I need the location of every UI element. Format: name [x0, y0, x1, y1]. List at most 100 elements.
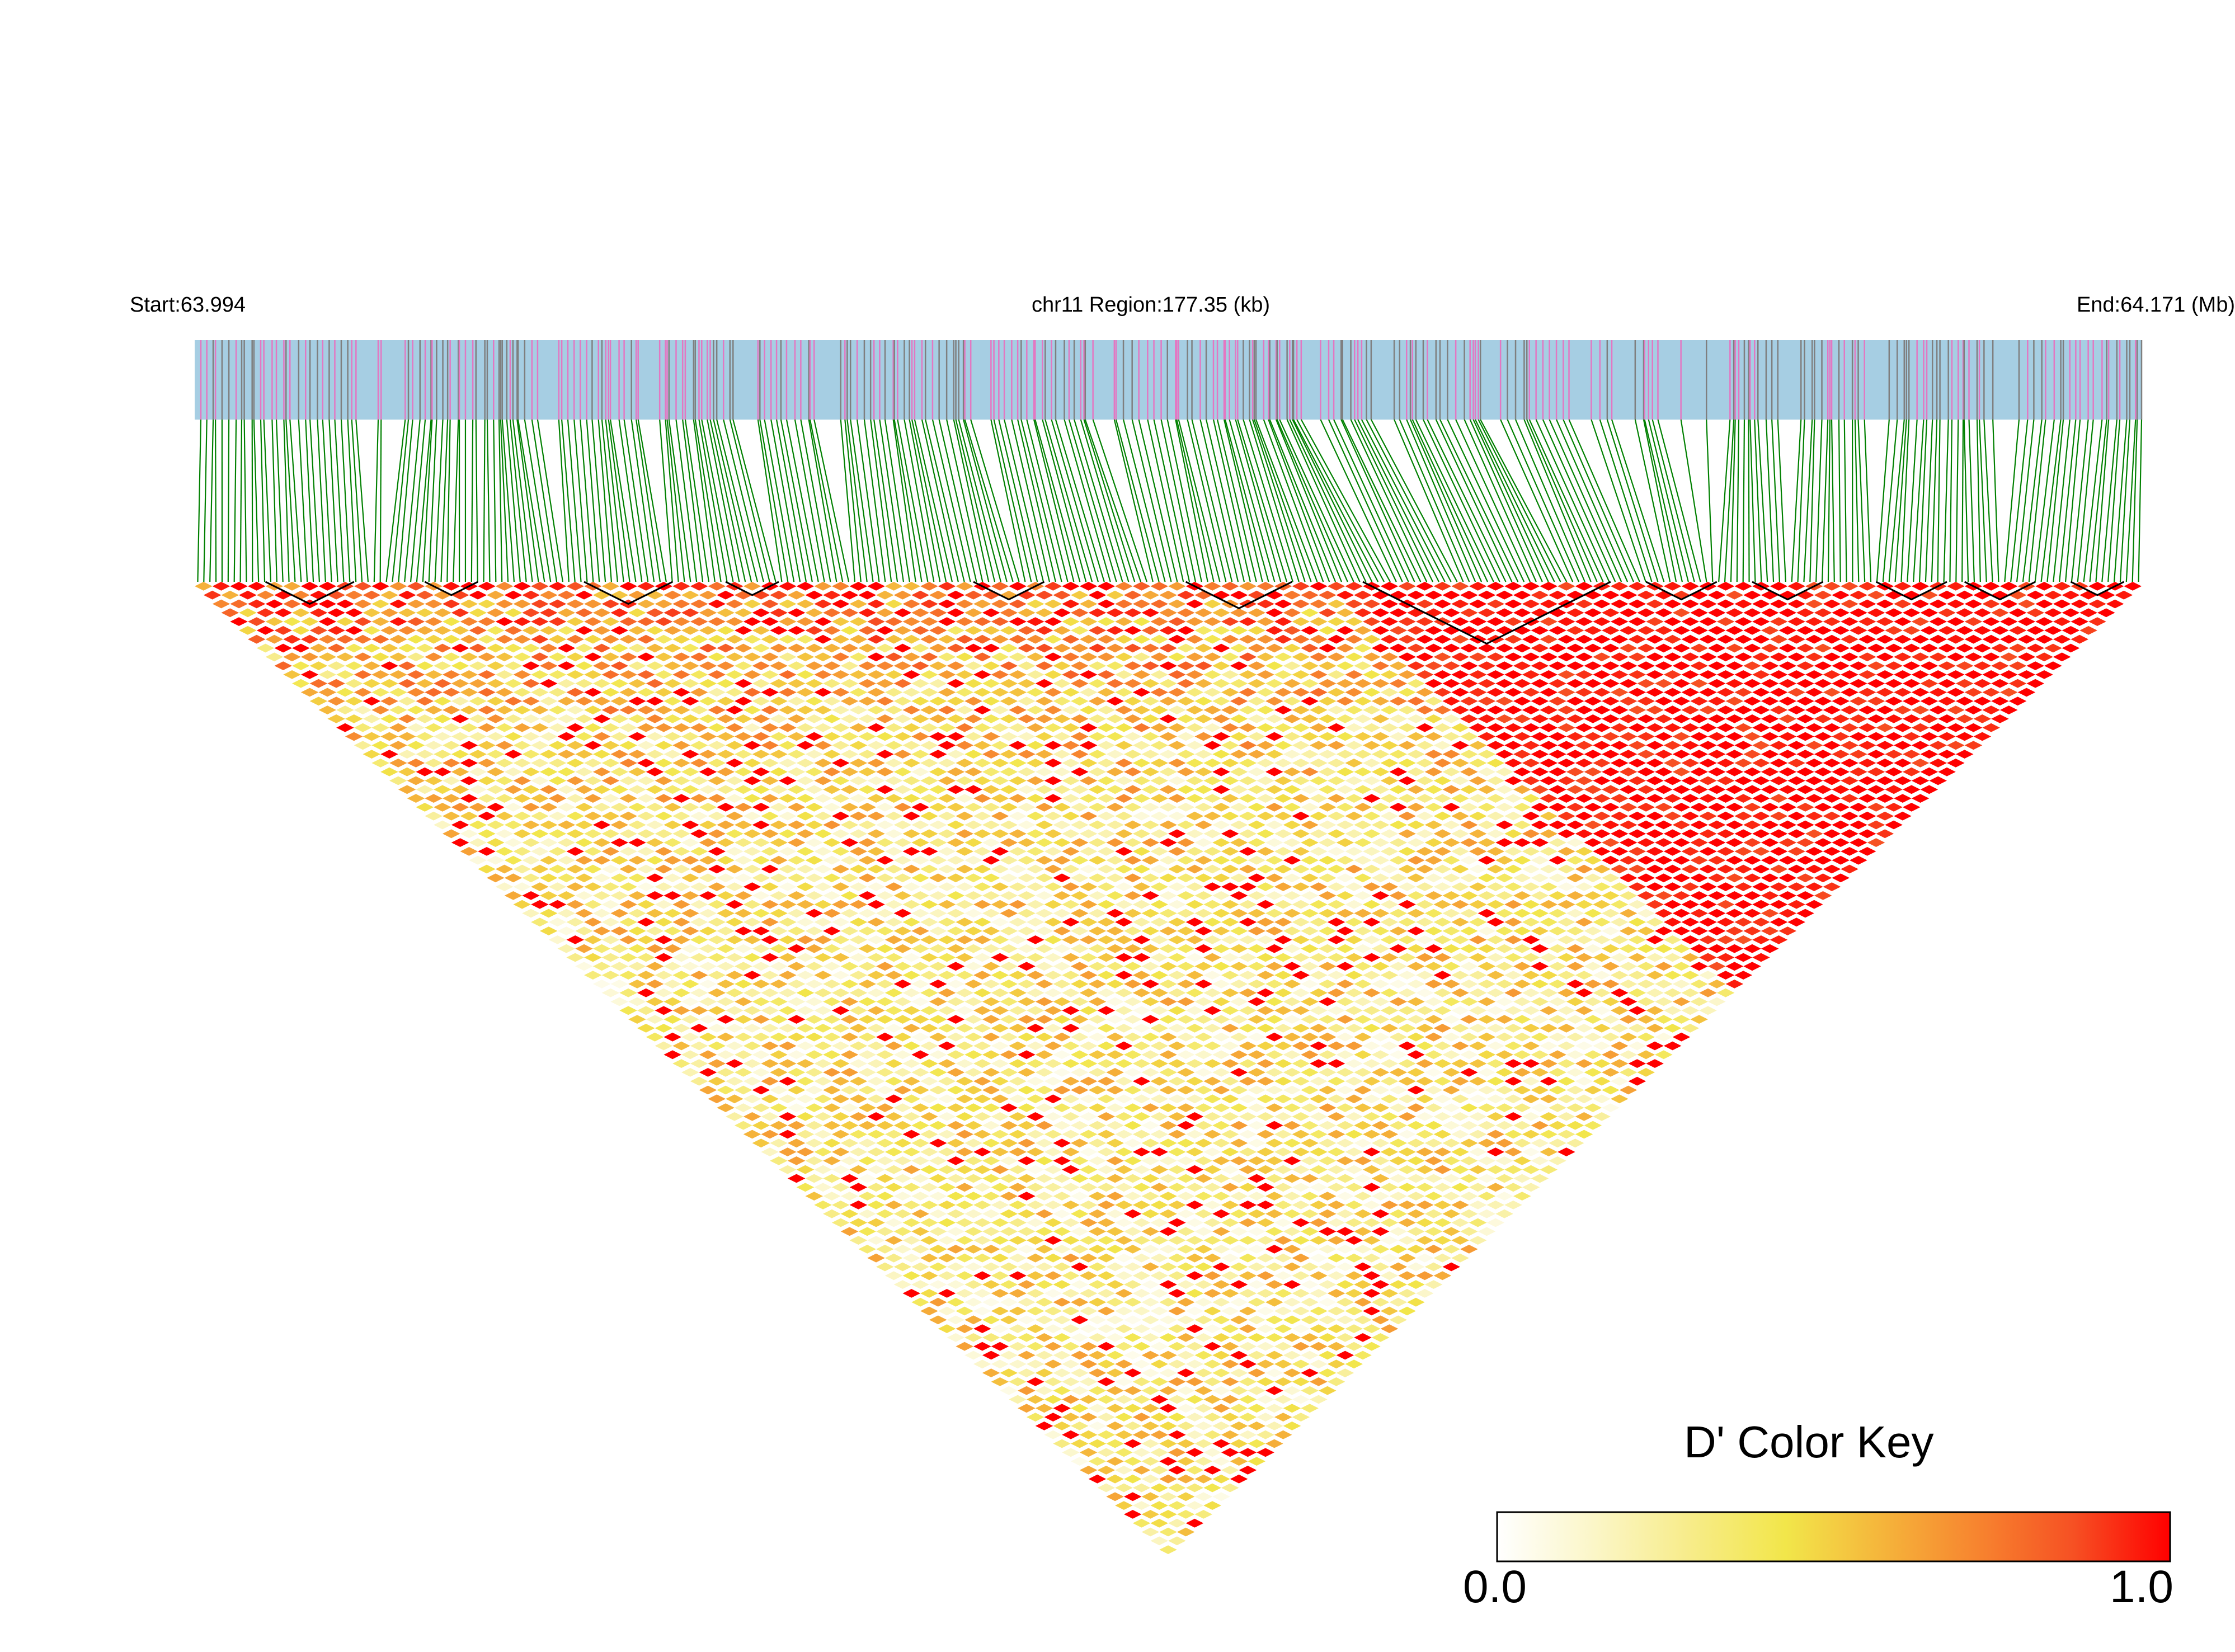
- ld-cell: [876, 891, 894, 900]
- ld-cell: [1203, 776, 1221, 785]
- ld-cell: [805, 679, 824, 688]
- ld-cell: [1478, 1103, 1496, 1112]
- ld-cell: [752, 1103, 770, 1112]
- ld-cell: [1088, 1474, 1107, 1484]
- ld-cell: [1106, 1156, 1124, 1165]
- ld-cell: [699, 608, 717, 618]
- ld-cell: [938, 988, 956, 997]
- ld-cell: [398, 626, 416, 635]
- snp-connector: [2010, 419, 2029, 582]
- ld-cell: [1522, 1129, 1540, 1139]
- snp-connector: [800, 419, 831, 582]
- ld-cell: [982, 962, 1000, 971]
- ld-cell: [956, 741, 973, 750]
- ld-cell: [398, 643, 416, 653]
- ld-cell: [1194, 1510, 1213, 1519]
- ld-cell: [929, 803, 947, 812]
- ld-cell: [1194, 1209, 1213, 1218]
- ld-cell: [1044, 1183, 1062, 1192]
- ld-cell: [504, 714, 523, 723]
- ld-cell: [1177, 732, 1195, 741]
- ld-cell: [628, 714, 646, 723]
- ld-cell: [619, 759, 637, 768]
- snp-connector: [1803, 419, 1813, 582]
- ld-cell: [717, 962, 735, 971]
- snp-connector: [1216, 419, 1257, 582]
- ld-cell: [681, 767, 699, 776]
- ld-cell: [1123, 714, 1142, 723]
- ld-cell: [1009, 688, 1027, 697]
- ld-cell: [947, 732, 965, 741]
- ld-cell: [425, 811, 443, 821]
- snp-connector: [1411, 419, 1488, 582]
- ld-cell: [1062, 1236, 1080, 1245]
- ld-cell: [1141, 1245, 1160, 1254]
- ld-cell: [416, 608, 434, 618]
- ld-cell: [1088, 750, 1107, 759]
- ld-cell: [265, 617, 284, 626]
- ld-cell: [1062, 1324, 1080, 1333]
- ld-cell: [690, 599, 708, 609]
- ld-cell: [1106, 714, 1124, 723]
- ld-cell: [1345, 1059, 1363, 1068]
- ld-cell: [1088, 1422, 1107, 1430]
- ld-cell: [1053, 980, 1071, 989]
- ld-cell: [1239, 847, 1257, 856]
- ld-cell: [1053, 1032, 1071, 1042]
- ld-cell: [956, 900, 973, 909]
- ld-cell: [548, 794, 567, 803]
- ld-cell: [1257, 1271, 1274, 1281]
- ld-cell: [761, 617, 779, 626]
- ld-cell: [478, 705, 496, 714]
- ld-cell: [717, 714, 735, 723]
- snp-connector: [1831, 419, 1835, 582]
- ld-cell: [1097, 1201, 1116, 1209]
- ld-cell: [911, 767, 929, 776]
- ld-cell: [1168, 1129, 1186, 1139]
- ld-cell: [619, 741, 637, 750]
- ld-cell: [690, 617, 708, 626]
- snp-connector: [665, 419, 679, 582]
- ld-cell: [619, 617, 637, 626]
- ld-cell: [1327, 1324, 1345, 1333]
- ld-cell: [1097, 935, 1116, 944]
- ld-cell: [1150, 847, 1168, 856]
- ld-cell: [1274, 847, 1292, 856]
- ld-cell: [911, 1050, 929, 1060]
- snp-connector: [764, 419, 795, 582]
- ld-cell: [699, 590, 717, 600]
- ld-cell: [1310, 1253, 1328, 1263]
- ld-cell: [575, 838, 593, 847]
- ld-cell: [469, 785, 487, 794]
- ld-cell: [973, 1006, 991, 1015]
- ld-cell: [1354, 909, 1372, 918]
- ld-cell: [1106, 962, 1124, 971]
- ld-cell: [1177, 679, 1195, 688]
- ld-cell: [363, 696, 381, 706]
- ld-cell: [1495, 997, 1513, 1006]
- snp-connector: [707, 419, 740, 582]
- ld-cell: [655, 759, 673, 768]
- ld-cell: [726, 1024, 744, 1033]
- ld-cell: [779, 1024, 797, 1033]
- ld-cell: [1407, 1280, 1425, 1289]
- ld-cell: [1274, 1129, 1292, 1139]
- ld-cell: [929, 626, 947, 635]
- ld-cell: [1301, 1262, 1319, 1272]
- ld-cell: [1292, 1359, 1310, 1369]
- ld-cell: [1123, 944, 1142, 953]
- snp-connector: [1955, 419, 1959, 582]
- ld-cell: [1035, 1050, 1053, 1060]
- ld-cell: [938, 811, 956, 821]
- ld-cell: [1079, 1324, 1098, 1333]
- ld-cell: [1194, 1227, 1213, 1236]
- ld-cell: [956, 759, 973, 768]
- ld-cell: [1026, 617, 1044, 626]
- snp-connector: [271, 419, 277, 582]
- ld-cell: [1026, 1306, 1044, 1316]
- ld-cell: [717, 1103, 735, 1112]
- ld-cell: [1549, 1068, 1566, 1077]
- ld-cell: [398, 608, 416, 618]
- ld-cell: [1230, 1085, 1248, 1095]
- ld-cell: [814, 917, 832, 927]
